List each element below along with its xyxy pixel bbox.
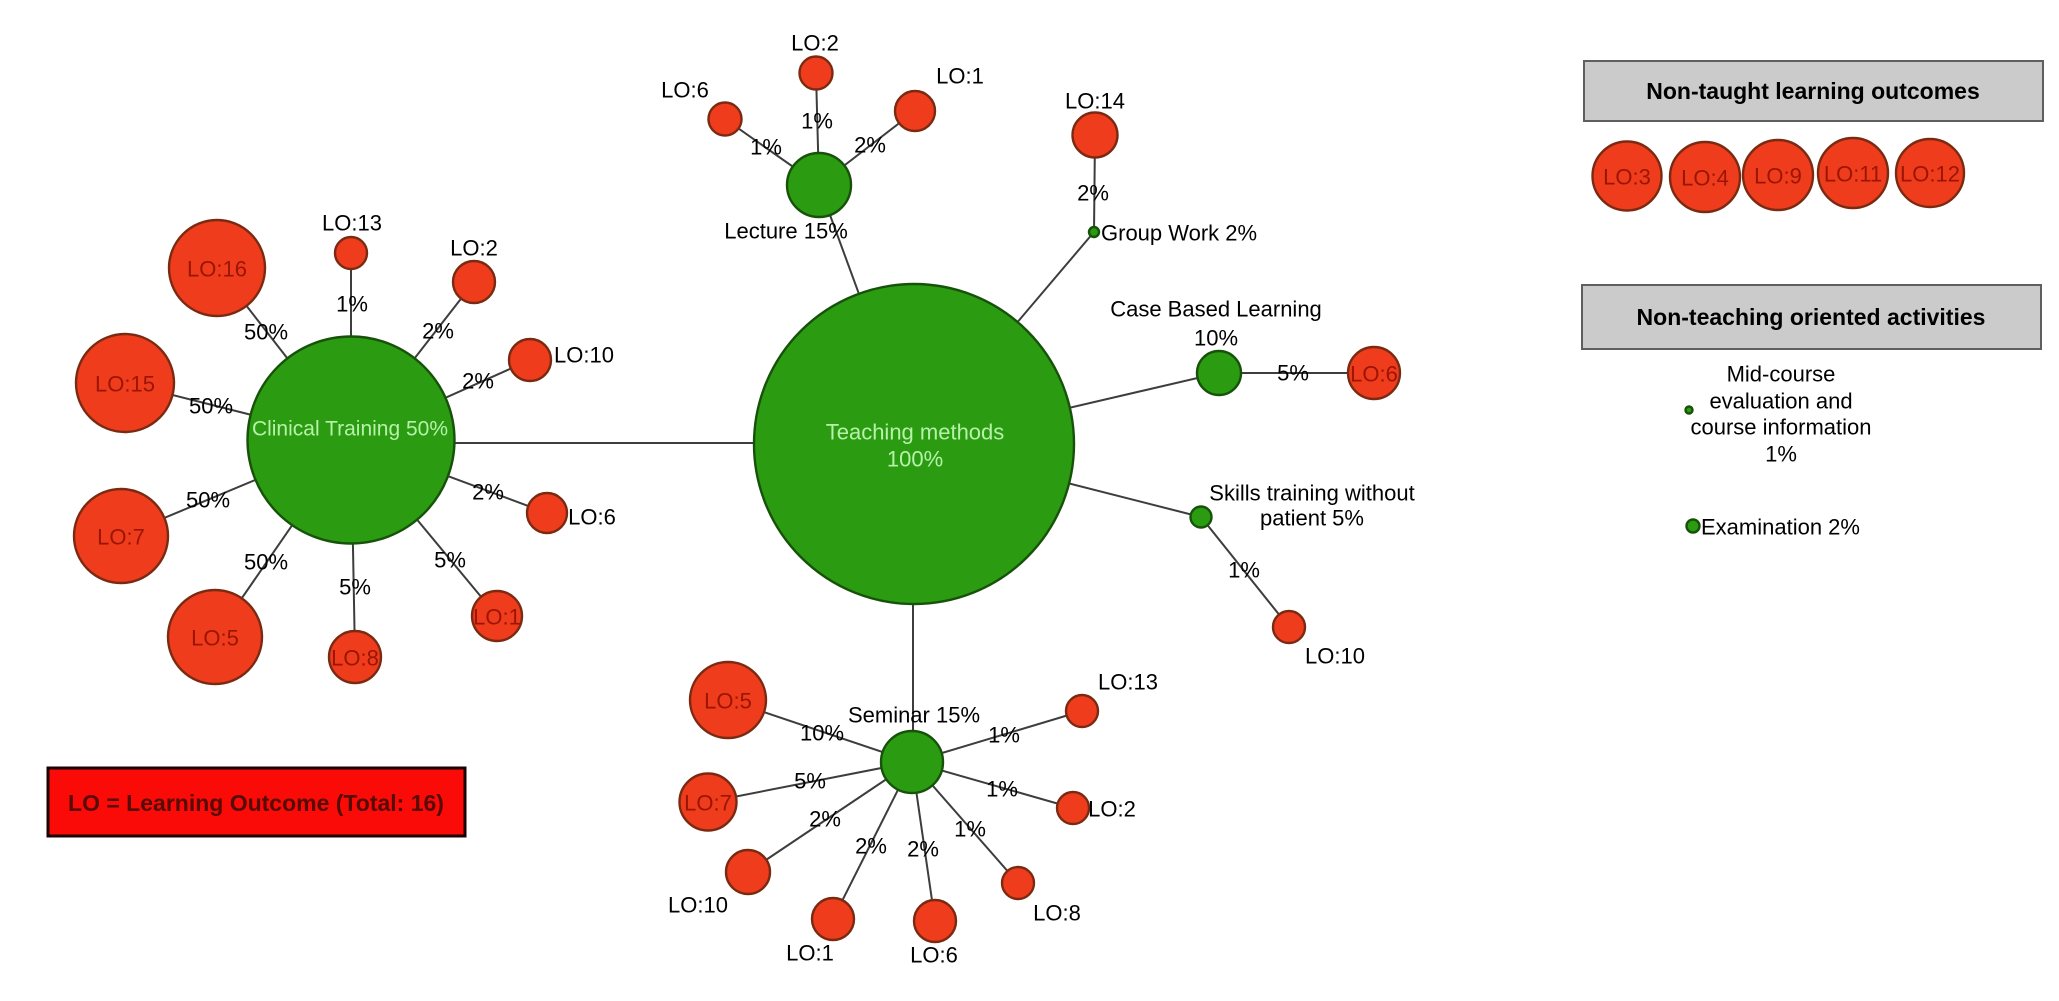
svg-text:Clinical Training 50%: Clinical Training 50% <box>252 418 448 441</box>
svg-text:1%: 1% <box>954 817 986 842</box>
svg-text:Skills training without: Skills training without <box>1209 481 1414 506</box>
svg-text:LO:5: LO:5 <box>704 689 752 714</box>
svg-text:LO:2: LO:2 <box>791 31 839 56</box>
svg-text:2%: 2% <box>907 837 939 862</box>
svg-text:2%: 2% <box>462 369 494 394</box>
svg-text:Teaching methods: Teaching methods <box>826 420 1005 445</box>
svg-text:10%: 10% <box>800 721 844 746</box>
svg-text:Lecture 15%: Lecture 15% <box>724 219 848 244</box>
svg-text:5%: 5% <box>339 575 371 600</box>
svg-text:LO:6: LO:6 <box>1350 362 1398 387</box>
svg-text:1%: 1% <box>1765 442 1797 467</box>
svg-text:LO:10: LO:10 <box>668 893 728 918</box>
svg-text:LO:10: LO:10 <box>554 343 614 368</box>
svg-text:Mid-course: Mid-course <box>1727 362 1836 387</box>
svg-text:2%: 2% <box>855 834 887 859</box>
svg-text:Seminar 15%: Seminar 15% <box>848 703 980 728</box>
svg-text:50%: 50% <box>189 394 233 419</box>
svg-text:50%: 50% <box>244 320 288 345</box>
svg-text:Non-taught learning outcomes: Non-taught learning outcomes <box>1646 78 1980 104</box>
svg-text:LO:16: LO:16 <box>187 257 247 282</box>
svg-text:2%: 2% <box>472 480 504 505</box>
svg-text:LO:6: LO:6 <box>568 505 616 530</box>
svg-text:LO:1: LO:1 <box>786 941 834 966</box>
svg-text:1%: 1% <box>336 292 368 317</box>
svg-text:2%: 2% <box>854 133 886 158</box>
svg-text:LO:9: LO:9 <box>1754 164 1802 189</box>
svg-text:LO:14: LO:14 <box>1065 89 1125 114</box>
svg-text:LO:8: LO:8 <box>331 646 379 671</box>
svg-text:LO:2: LO:2 <box>1088 797 1136 822</box>
svg-text:evaluation and: evaluation and <box>1709 389 1852 414</box>
svg-text:LO:13: LO:13 <box>1098 670 1158 695</box>
svg-text:10%: 10% <box>1194 326 1238 351</box>
svg-text:LO:15: LO:15 <box>95 372 155 397</box>
svg-text:LO:3: LO:3 <box>1603 165 1651 190</box>
svg-text:2%: 2% <box>1077 181 1109 206</box>
svg-text:2%: 2% <box>422 319 454 344</box>
svg-text:100%: 100% <box>887 447 943 472</box>
svg-text:LO:13: LO:13 <box>322 211 382 236</box>
svg-text:LO:5: LO:5 <box>191 626 239 651</box>
svg-text:1%: 1% <box>986 777 1018 802</box>
svg-text:patient 5%: patient 5% <box>1260 506 1364 531</box>
svg-text:LO:10: LO:10 <box>1305 644 1365 669</box>
svg-text:LO:2: LO:2 <box>450 236 498 261</box>
svg-text:LO:6: LO:6 <box>661 78 709 103</box>
svg-text:1%: 1% <box>801 109 833 134</box>
svg-text:LO:11: LO:11 <box>1824 162 1882 187</box>
svg-text:Case Based Learning: Case Based Learning <box>1110 297 1322 322</box>
svg-text:5%: 5% <box>1277 361 1309 386</box>
svg-text:LO:7: LO:7 <box>97 525 145 550</box>
svg-text:LO:1: LO:1 <box>473 605 521 630</box>
svg-text:5%: 5% <box>794 769 826 794</box>
svg-text:LO:8: LO:8 <box>1033 901 1081 926</box>
svg-text:Examination 2%: Examination 2% <box>1701 515 1860 540</box>
svg-text:LO:6: LO:6 <box>910 943 958 968</box>
svg-text:Non-teaching oriented activiti: Non-teaching oriented activities <box>1637 304 1986 330</box>
svg-text:LO = Learning Outcome (Total:: LO = Learning Outcome (Total: 16) <box>68 790 444 816</box>
svg-text:5%: 5% <box>434 548 466 573</box>
svg-text:1%: 1% <box>1228 558 1260 583</box>
svg-text:50%: 50% <box>186 488 230 513</box>
svg-text:LO:1: LO:1 <box>936 64 984 89</box>
svg-text:course information: course information <box>1691 415 1872 440</box>
svg-text:Group Work 2%: Group Work 2% <box>1101 221 1257 246</box>
svg-text:1%: 1% <box>988 723 1020 748</box>
svg-text:50%: 50% <box>244 550 288 575</box>
svg-text:1%: 1% <box>750 135 782 160</box>
svg-text:LO:12: LO:12 <box>1900 162 1960 187</box>
svg-text:2%: 2% <box>809 807 841 832</box>
svg-text:LO:7: LO:7 <box>684 791 732 816</box>
svg-text:LO:4: LO:4 <box>1681 166 1729 191</box>
